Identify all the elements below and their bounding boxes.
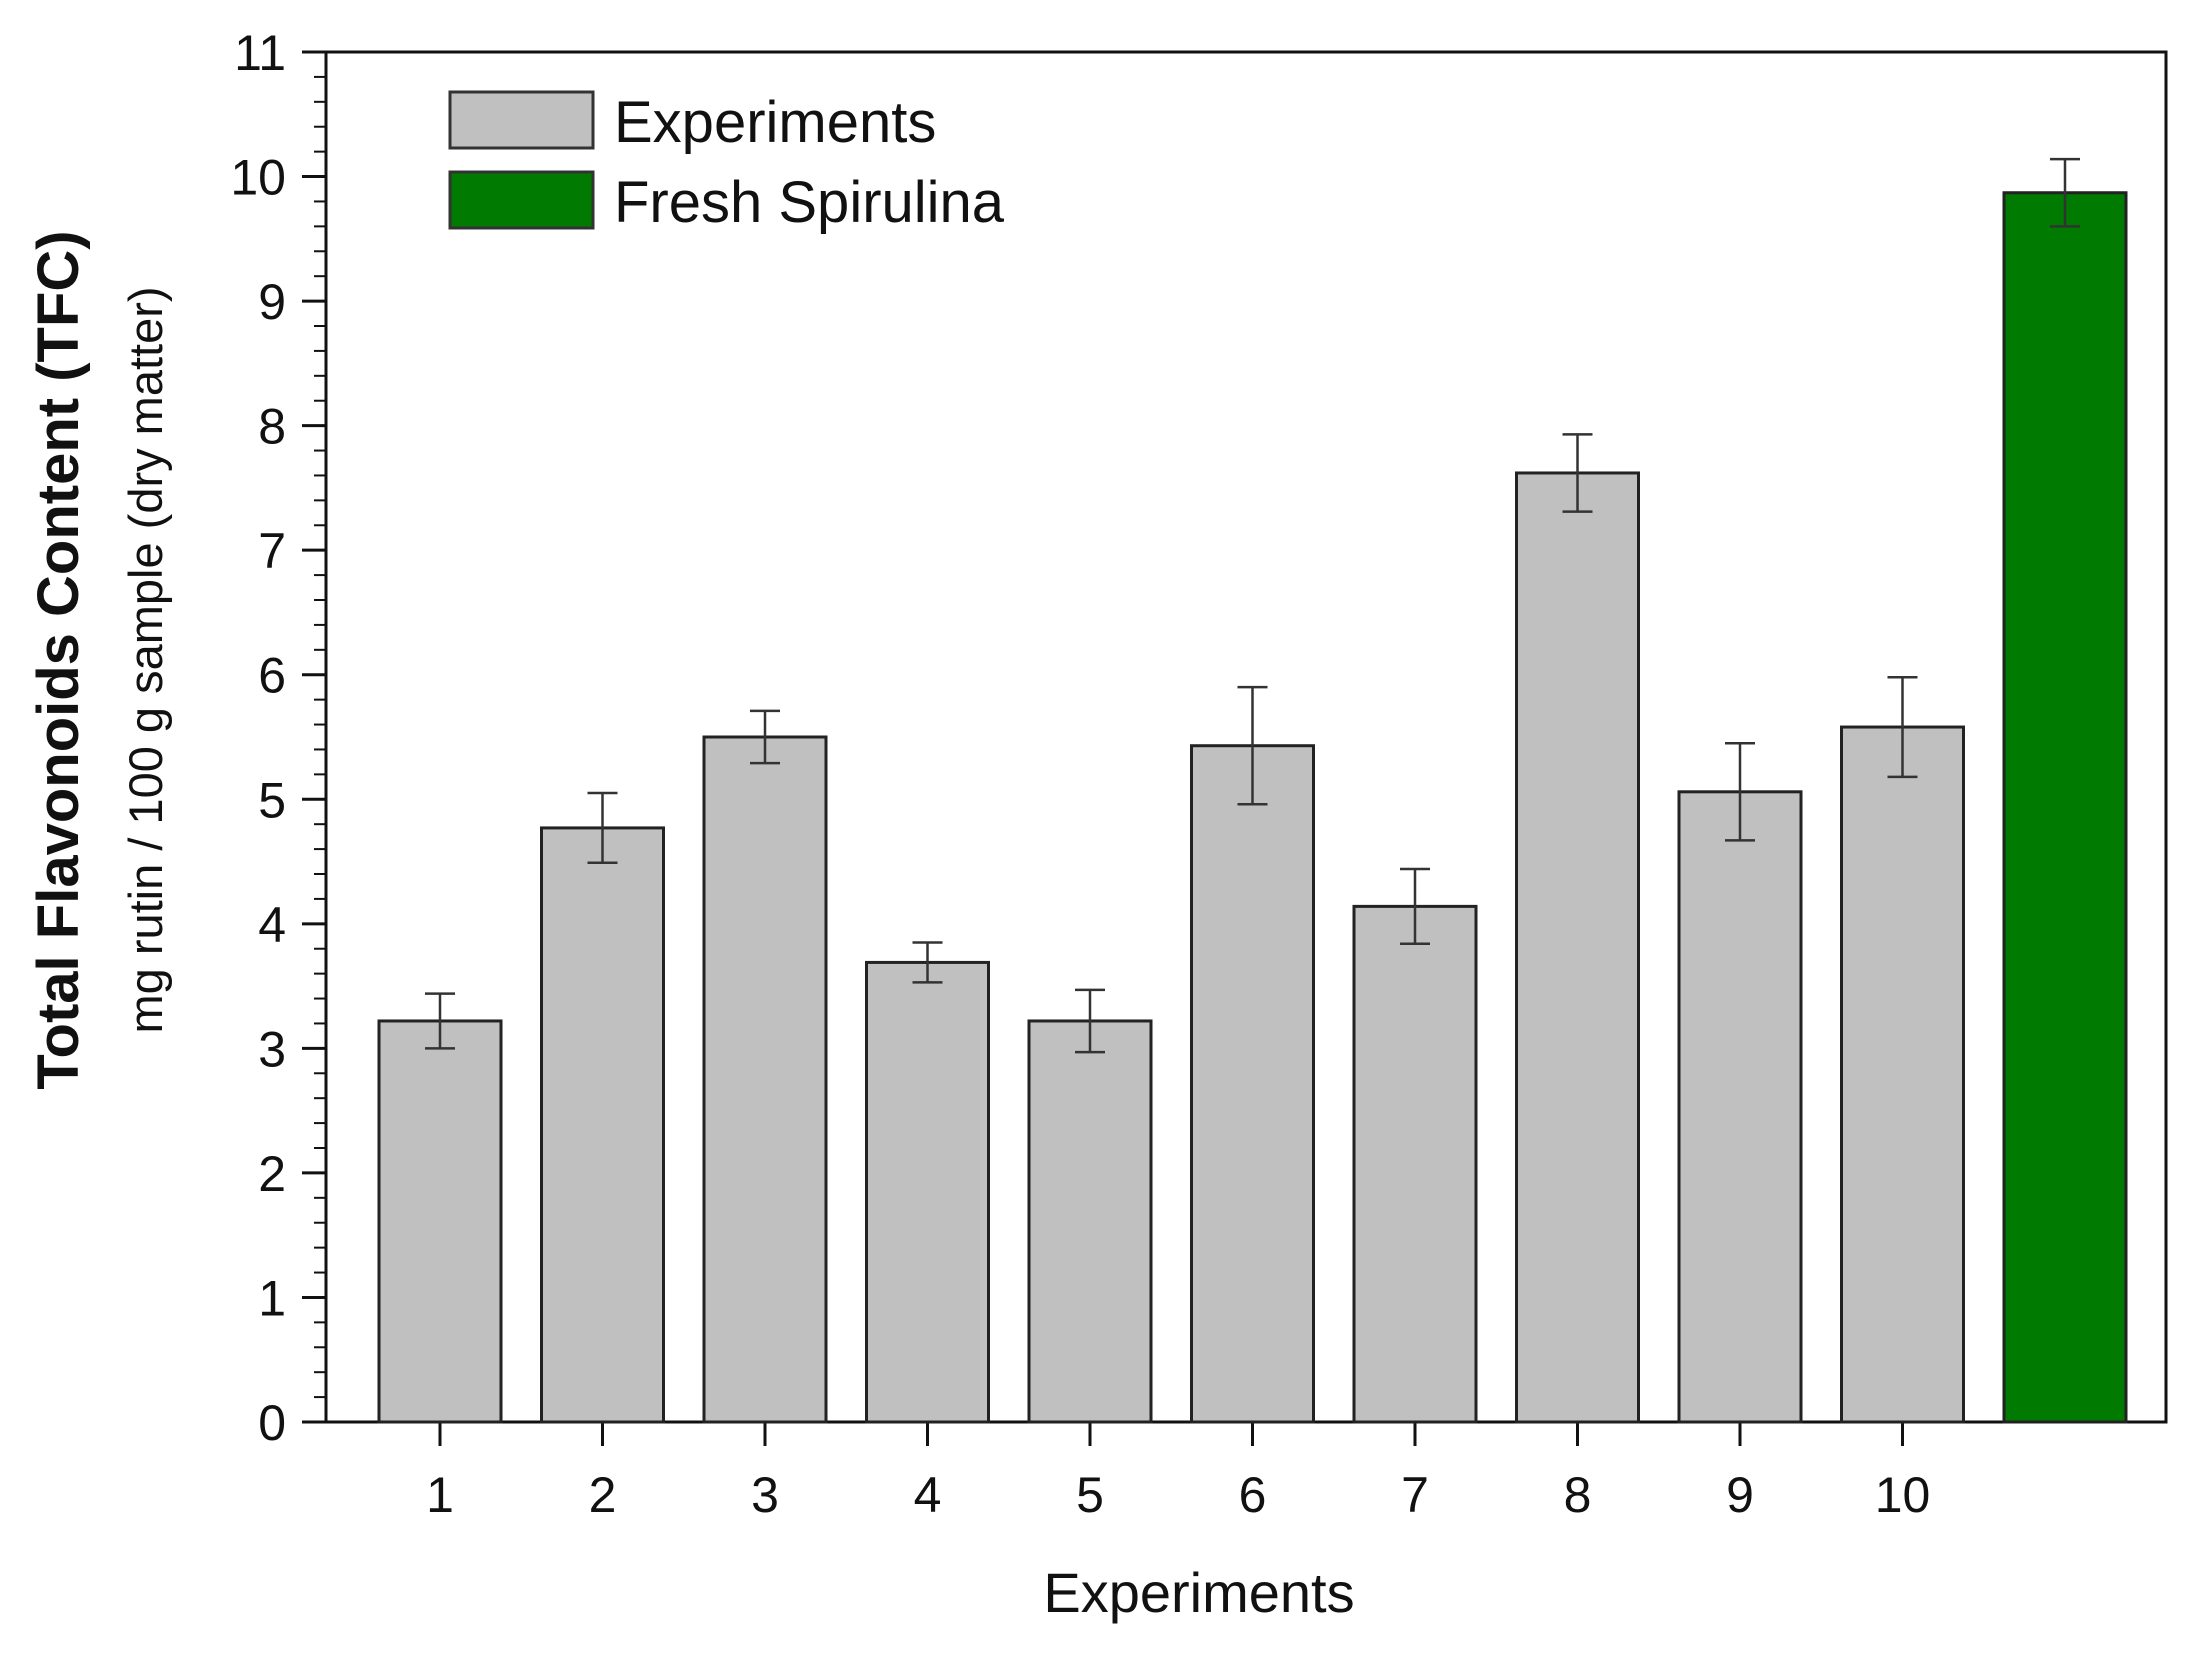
bar-exp-4	[865, 960, 990, 1424]
bar-exp-5	[1027, 1019, 1153, 1424]
x-tick-label-3: 3	[751, 1467, 779, 1523]
bars-layer	[377, 191, 2128, 1424]
legend-swatch-experiments	[448, 90, 595, 150]
y-tick-label-10: 10	[230, 150, 286, 206]
y-tick-label-7: 7	[258, 523, 286, 579]
x-tick-label-9: 9	[1726, 1467, 1754, 1523]
x-tick-label-4: 4	[914, 1467, 942, 1523]
error-bars-layer	[425, 157, 2080, 1054]
y-tick-label-4: 4	[258, 897, 286, 953]
x-tick-label-10: 10	[1875, 1467, 1931, 1523]
x-tick-label-8: 8	[1564, 1467, 1592, 1523]
x-tick-label-7: 7	[1401, 1467, 1429, 1523]
y-tick-label-3: 3	[258, 1021, 286, 1077]
bar-exp-7	[1352, 904, 1478, 1424]
legend-label-fresh-spirulina: Fresh Spirulina	[614, 170, 1005, 235]
y-tick-label-8: 8	[258, 399, 286, 455]
bar-exp-6	[1190, 744, 1315, 1424]
bar-exp-9	[1677, 790, 1803, 1424]
y-tick-label-9: 9	[258, 274, 286, 330]
y-tick-label-11: 11	[234, 25, 286, 81]
y-tick-label-6: 6	[258, 648, 286, 704]
y-tick-label-1: 1	[258, 1270, 286, 1326]
x-tick-label-6: 6	[1239, 1467, 1267, 1523]
x-tick-label-1: 1	[426, 1467, 454, 1523]
bar-exp-3	[702, 735, 828, 1424]
y-tick-label-2: 2	[258, 1146, 286, 1202]
x-tick-label-2: 2	[589, 1467, 617, 1523]
y-tick-label-5: 5	[258, 772, 286, 828]
bar-fresh-spirulina	[2002, 191, 2128, 1424]
bar-exp-2	[540, 826, 665, 1424]
x-axis-label: Experiments	[1043, 1561, 1354, 1624]
y-tick-label-0: 0	[258, 1395, 286, 1451]
x-tick-label-5: 5	[1076, 1467, 1104, 1523]
bar-exp-8	[1515, 471, 1640, 1424]
y-axis-label: Total Flavonoids Content (TFC)	[26, 230, 91, 1089]
y-axis-sublabel: mg rutin / 100 g sample (dry matter)	[119, 286, 172, 1033]
bar-exp-1	[377, 1019, 503, 1424]
legend: Experiments Fresh Spirulina	[448, 90, 1005, 235]
bar-exp-10	[1840, 725, 1965, 1424]
legend-label-experiments: Experiments	[614, 90, 936, 155]
legend-swatch-fresh-spirulina	[448, 170, 595, 230]
